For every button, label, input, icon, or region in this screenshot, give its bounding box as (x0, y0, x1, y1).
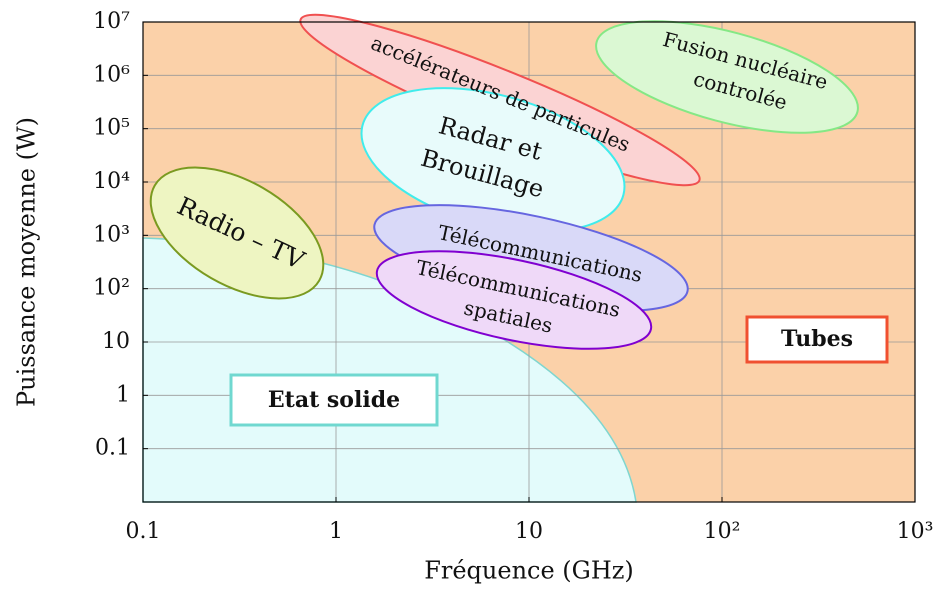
y-axis-label: Puissance moyenne (W) (13, 117, 41, 407)
y-tick-label: 1 (116, 382, 130, 407)
x-tick-label: 1 (329, 519, 343, 544)
zone-fusion (595, 20, 859, 134)
region-box (229, 373, 439, 427)
region-box (745, 315, 889, 364)
region-label: Tubes (781, 326, 853, 352)
y-tick-label: 10² (93, 276, 130, 301)
x-tick-label: 10 (515, 519, 543, 544)
zone-radio (149, 166, 325, 300)
x-tick-label: 10² (704, 519, 741, 544)
y-tick-label: 10 (102, 329, 130, 354)
y-tick-label: 10⁴ (93, 169, 130, 194)
region-label: Etat solide (268, 387, 400, 413)
x-tick-label: 0.1 (126, 519, 161, 544)
y-tick-label: 10³ (93, 222, 130, 247)
y-tick-label: 10⁶ (93, 62, 130, 87)
x-tick-label: 10³ (897, 519, 934, 544)
y-tick-label: 10⁵ (93, 116, 130, 141)
zone-space-telecom (375, 250, 653, 350)
y-tick-label: 10⁷ (93, 9, 130, 34)
x-axis-label: Fréquence (GHz) (424, 557, 634, 585)
y-tick-label: 0.1 (95, 436, 130, 461)
